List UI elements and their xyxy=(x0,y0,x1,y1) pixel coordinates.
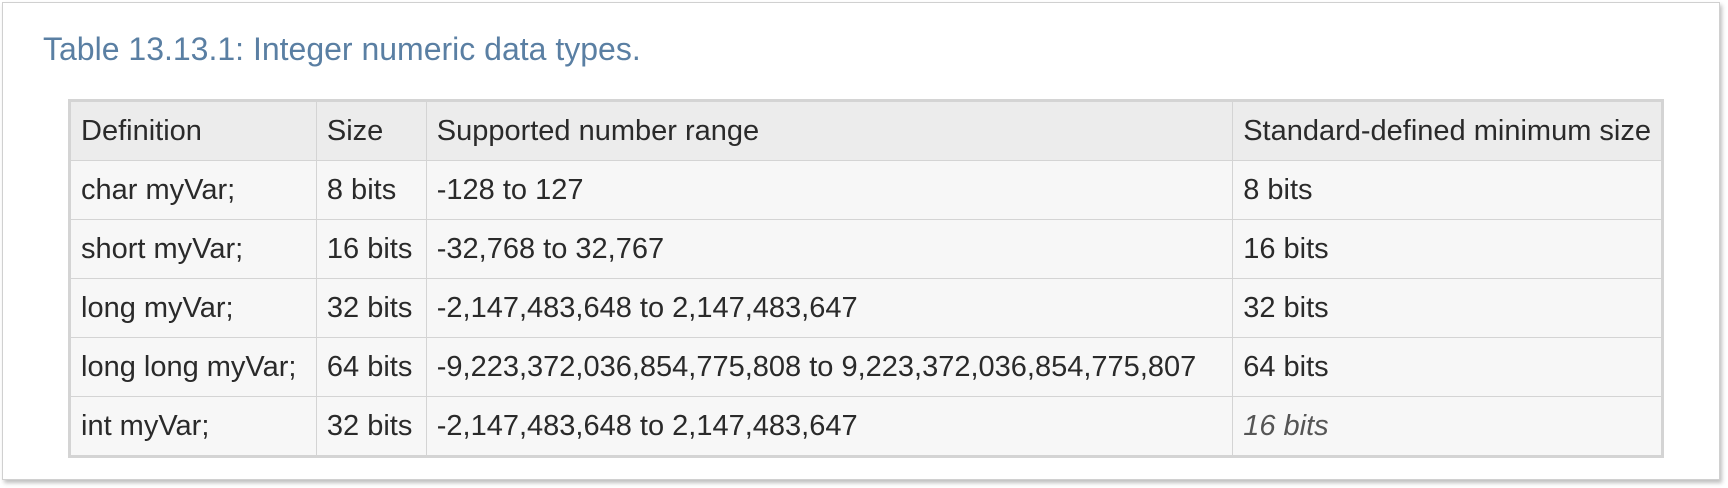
header-min-size: Standard-defined minimum size xyxy=(1232,100,1663,161)
cell-min-size: 32 bits xyxy=(1232,278,1663,338)
cell-range: -9,223,372,036,854,775,808 to 9,223,372,… xyxy=(425,337,1234,397)
cell-range: -2,147,483,648 to 2,147,483,647 xyxy=(425,278,1234,338)
header-definition: Definition xyxy=(69,100,317,161)
table-caption: Table 13.13.1: Integer numeric data type… xyxy=(43,31,641,67)
cell-definition: char myVar; xyxy=(69,160,317,220)
cell-min-size: 64 bits xyxy=(1232,337,1663,397)
table-row: int myVar; 32 bits -2,147,483,648 to 2,1… xyxy=(69,396,1663,457)
cell-definition: short myVar; xyxy=(69,219,317,279)
cell-min-size: 16 bits xyxy=(1232,396,1663,457)
cell-definition: int myVar; xyxy=(69,396,317,457)
cell-size: 64 bits xyxy=(315,337,427,397)
cell-size: 8 bits xyxy=(315,160,427,220)
cell-size: 32 bits xyxy=(315,278,427,338)
table-header-row: Definition Size Supported number range S… xyxy=(69,100,1663,161)
table-card: Table 13.13.1: Integer numeric data type… xyxy=(2,2,1720,480)
cell-definition: long long myVar; xyxy=(69,337,317,397)
cell-size: 16 bits xyxy=(315,219,427,279)
cell-range: -32,768 to 32,767 xyxy=(425,219,1234,279)
table-row: char myVar; 8 bits -128 to 127 8 bits xyxy=(69,160,1663,220)
cell-min-size: 8 bits xyxy=(1232,160,1663,220)
integer-types-table: Definition Size Supported number range S… xyxy=(68,99,1664,458)
cell-size: 32 bits xyxy=(315,396,427,457)
cell-range: -128 to 127 xyxy=(425,160,1234,220)
table-row: long long myVar; 64 bits -9,223,372,036,… xyxy=(69,337,1663,397)
cell-min-size: 16 bits xyxy=(1232,219,1663,279)
cell-definition: long myVar; xyxy=(69,278,317,338)
table-row: short myVar; 16 bits -32,768 to 32,767 1… xyxy=(69,219,1663,279)
cell-range: -2,147,483,648 to 2,147,483,647 xyxy=(425,396,1234,457)
header-size: Size xyxy=(315,100,427,161)
table-row: long myVar; 32 bits -2,147,483,648 to 2,… xyxy=(69,278,1663,338)
header-range: Supported number range xyxy=(425,100,1234,161)
